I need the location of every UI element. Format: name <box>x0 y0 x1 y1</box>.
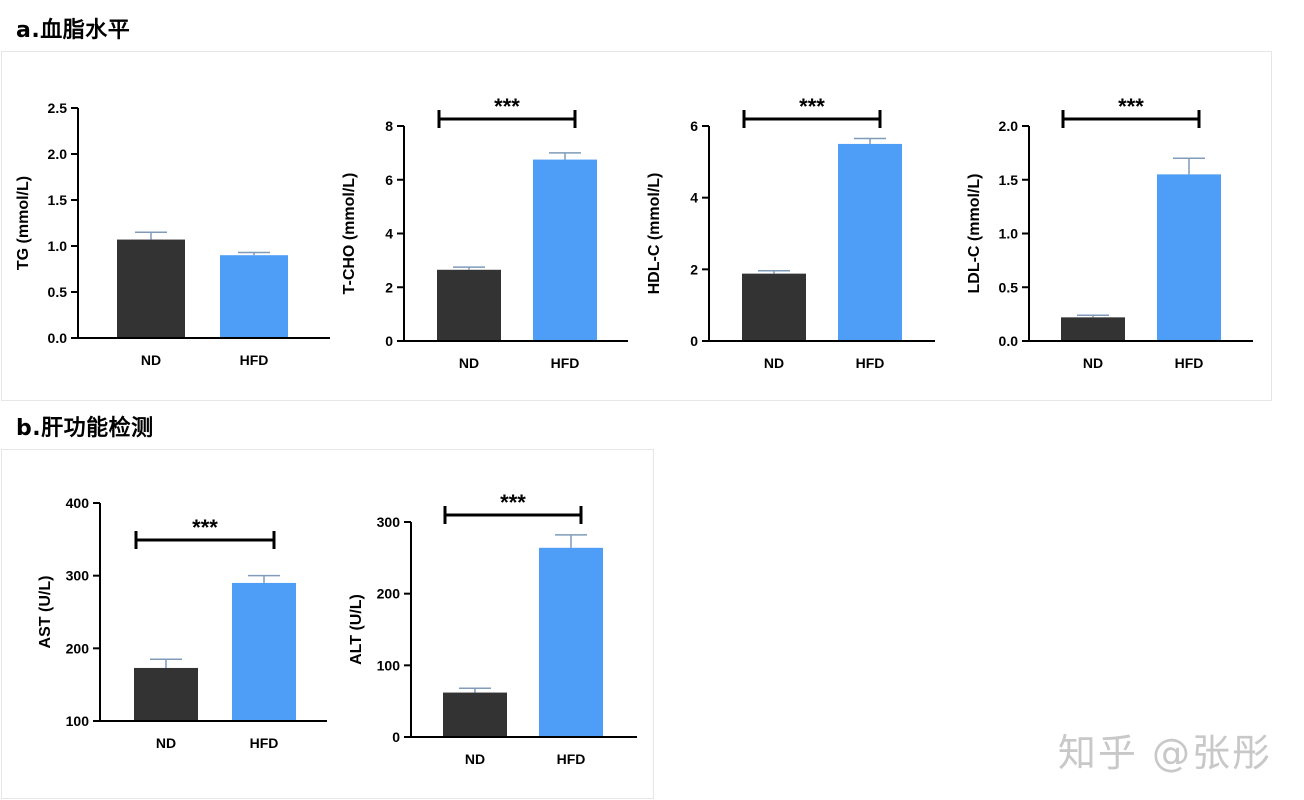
chart3-ytick-label: 2 <box>690 261 698 277</box>
chart2-ytick-label: 2 <box>385 279 393 295</box>
chart5-ylabel: AST (U/L) <box>37 576 54 649</box>
chart2-ylabel: T-CHO (mmol/L) <box>341 173 358 295</box>
chart4-ytick-label: 0.5 <box>999 279 1019 295</box>
chart2-ytick-label: 8 <box>385 118 393 134</box>
watermark: 知乎 @张彤 <box>1057 731 1272 775</box>
chart4-ytick-label: 1.5 <box>999 172 1019 188</box>
chart2-xtick-label: ND <box>459 355 479 371</box>
chart1-xtick-label: HFD <box>240 352 269 368</box>
chart6-ytick-label: 300 <box>377 514 401 530</box>
chart5-ytick-label: 100 <box>66 713 90 729</box>
section-b-title: b.肝功能检测 <box>16 416 154 441</box>
chart2-ytick-label: 4 <box>385 226 393 242</box>
chart1-ytick-label: 1.0 <box>48 238 68 254</box>
chart1-ytick-label: 1.5 <box>48 192 68 208</box>
chart4-bar-hfd <box>1157 174 1221 341</box>
chart1-ytick-label: 2.0 <box>48 146 68 162</box>
chart1-ylabel: TG (mmol/L) <box>15 176 32 270</box>
chart2-ytick-label: 6 <box>385 172 393 188</box>
chart1-ytick-label: 0.0 <box>48 330 68 346</box>
chart6-bar-hfd <box>539 547 603 737</box>
chart4-ytick-label: 2.0 <box>999 118 1019 134</box>
chart2-bar-nd <box>437 269 501 341</box>
chart6-sig-label: *** <box>500 490 526 515</box>
chart3-ytick-label: 6 <box>690 118 698 134</box>
chart6-xtick-label: HFD <box>557 751 586 767</box>
chart6-ytick-label: 200 <box>377 586 401 602</box>
chart6-ytick-label: 100 <box>377 657 401 673</box>
chart4-bar-nd <box>1061 317 1125 341</box>
chart3-xtick-label: ND <box>764 355 784 371</box>
chart3-ytick-label: 0 <box>690 333 698 349</box>
chart5-bar-nd <box>134 667 198 721</box>
chart4-ylabel: LDL-C (mmol/L) <box>966 174 983 294</box>
chart5-bar-hfd <box>232 582 296 721</box>
chart5-xtick-label: ND <box>156 735 176 751</box>
chart6-bar-nd <box>443 692 507 737</box>
chart1-bar-hfd <box>220 255 288 338</box>
chart6-ytick-label: 0 <box>392 729 400 745</box>
chart1-ytick-label: 0.5 <box>48 284 68 300</box>
chart4-xtick-label: HFD <box>1175 355 1204 371</box>
chart4-sig-label: *** <box>1118 94 1144 119</box>
section-a-title: a.血脂水平 <box>16 18 131 43</box>
chart2-xtick-label: HFD <box>551 355 580 371</box>
chart4-ytick-label: 1.0 <box>999 226 1019 242</box>
chart3-bar-hfd <box>838 143 902 341</box>
chart5-ytick-label: 400 <box>66 495 90 511</box>
chart4-xtick-label: ND <box>1083 355 1103 371</box>
chart1-ytick-label: 2.5 <box>48 100 68 116</box>
chart5-sig-label: *** <box>192 515 218 540</box>
chart1-xtick-label: ND <box>141 352 161 368</box>
chart2-ytick-label: 0 <box>385 333 393 349</box>
chart5-xtick-label: HFD <box>250 735 279 751</box>
chart2-bar-hfd <box>533 159 597 341</box>
chart6-xtick-label: ND <box>465 751 485 767</box>
chart1-bar-nd <box>117 239 185 338</box>
lipid-panel <box>1 51 1272 401</box>
chart3-bar-nd <box>742 273 806 341</box>
chart3-xtick-label: HFD <box>856 355 885 371</box>
chart4-ytick-label: 0.0 <box>999 333 1019 349</box>
chart3-ylabel: HDL-C (mmol/L) <box>646 173 663 295</box>
chart5-ytick-label: 200 <box>66 640 90 656</box>
chart3-sig-label: *** <box>799 94 825 119</box>
chart6-ylabel: ALT (U/L) <box>348 594 365 665</box>
chart2-sig-label: *** <box>494 94 520 119</box>
chart5-ytick-label: 300 <box>66 568 90 584</box>
chart3-ytick-label: 4 <box>690 190 698 206</box>
